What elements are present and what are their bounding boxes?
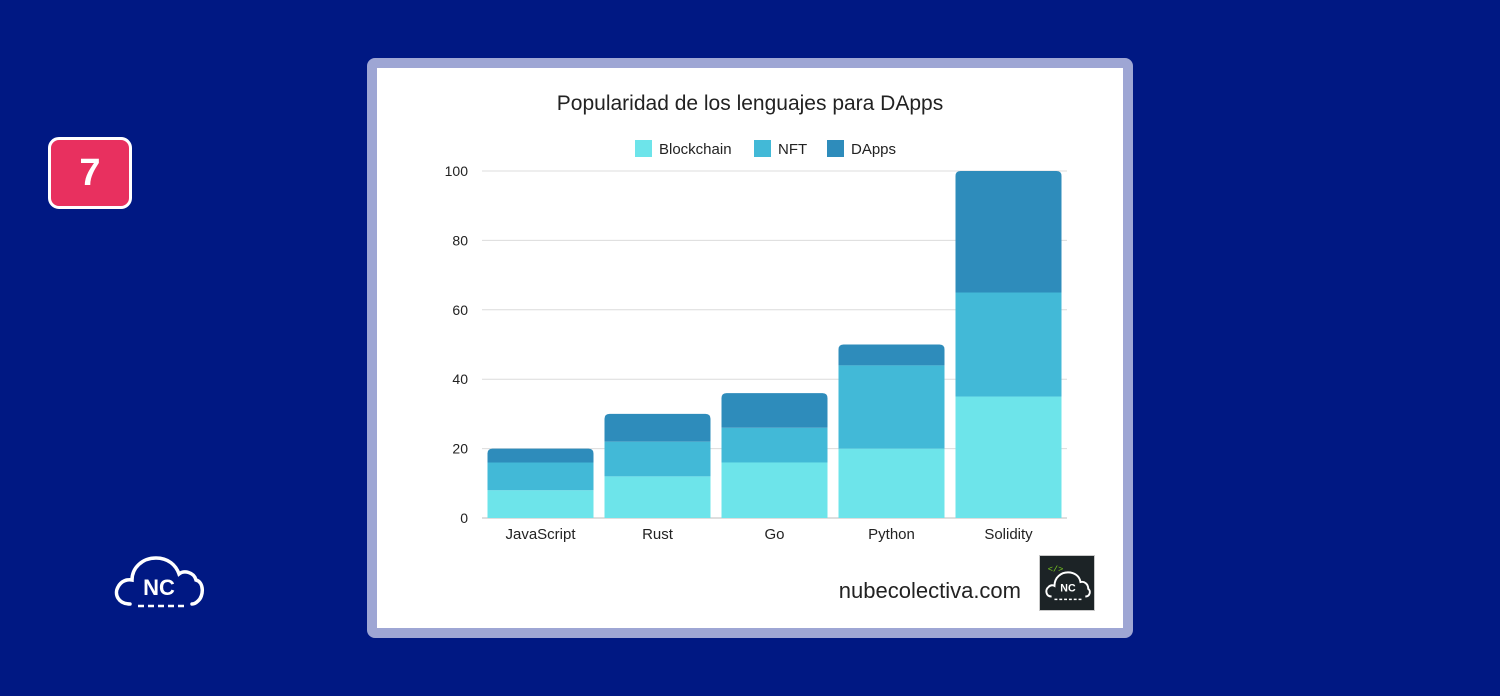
bar-rust-blockchain: [604, 476, 711, 518]
bar-rust-dapps: [604, 413, 711, 442]
y-tick-label-20: 20: [452, 441, 468, 457]
y-tick-label-100: 100: [445, 163, 469, 179]
x-axis-ticks: JavaScript Rust Go Python Solidity: [505, 526, 1033, 543]
chart-title: Popularidad de los lenguajes para DApps: [557, 92, 943, 115]
footer-site-text: nubecolectiva.com: [838, 578, 1021, 603]
legend-label-dapps: DApps: [851, 141, 896, 158]
bar-python-blockchain: [838, 448, 945, 518]
footer-logo-code: </>: [1048, 564, 1064, 574]
legend-label-blockchain: Blockchain: [659, 141, 732, 158]
bar-go-nft: [721, 427, 828, 463]
bar-go-blockchain: [721, 462, 828, 518]
stacked-bar-chart: Popularidad de los lenguajes para DApps …: [445, 92, 1067, 543]
bar-go-dapps: [721, 393, 828, 428]
legend-swatch-nft: [754, 140, 771, 157]
footer-logo-text: NC: [1060, 583, 1076, 595]
chart-card: Popularidad de los lenguajes para DApps …: [367, 58, 1133, 638]
bar-solidity-blockchain: [955, 396, 1062, 518]
x-tick-label-go: Go: [764, 526, 784, 543]
slide-number: 7: [79, 151, 101, 194]
x-tick-label-solidity: Solidity: [984, 526, 1033, 543]
cloud-logo-icon: NC: [114, 556, 204, 608]
brand-logo-text: NC: [143, 575, 175, 600]
chart-legend: Blockchain NFT DApps: [635, 140, 896, 158]
bar-python-dapps: [838, 344, 945, 366]
bar-python-nft: [838, 365, 945, 449]
slide-number-badge: 7: [48, 137, 132, 209]
footer-logo-icon: </> NC: [1039, 555, 1095, 611]
bar-javascript-nft: [487, 462, 594, 491]
bar-solidity-dapps: [955, 171, 1062, 293]
legend-swatch-blockchain: [635, 140, 652, 157]
bar-rust-nft: [604, 441, 711, 477]
x-tick-label-rust: Rust: [642, 526, 674, 543]
y-tick-label-0: 0: [460, 510, 468, 526]
legend-swatch-dapps: [827, 140, 844, 157]
bar-javascript-dapps: [487, 448, 594, 463]
x-tick-label-python: Python: [868, 526, 915, 543]
chart-bars: [487, 171, 1062, 518]
y-axis-ticks: 0 20 40 60 80 100: [445, 163, 469, 526]
legend-label-nft: NFT: [778, 141, 807, 158]
y-tick-label-40: 40: [452, 371, 468, 387]
y-tick-label-60: 60: [452, 302, 468, 318]
x-tick-label-javascript: JavaScript: [505, 526, 576, 543]
bar-javascript-blockchain: [487, 490, 594, 518]
bar-solidity-nft: [955, 292, 1062, 397]
y-tick-label-80: 80: [452, 232, 468, 248]
